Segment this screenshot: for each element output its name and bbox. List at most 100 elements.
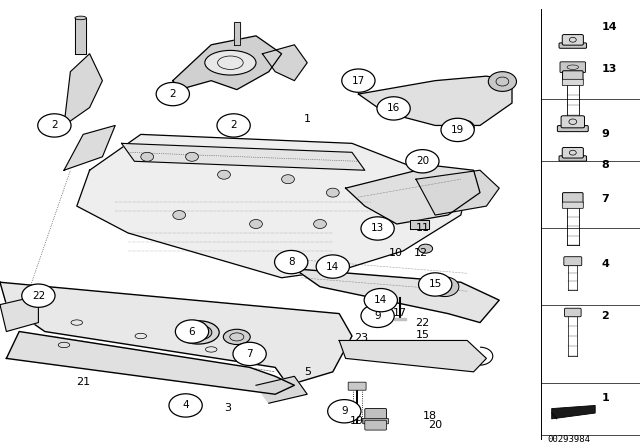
FancyBboxPatch shape [564,308,581,317]
FancyBboxPatch shape [563,147,584,158]
Polygon shape [339,340,486,372]
Circle shape [141,152,154,161]
Circle shape [173,211,186,220]
Text: 15: 15 [429,280,442,289]
Text: 14: 14 [602,22,617,32]
Text: 16: 16 [387,103,400,113]
Polygon shape [75,18,86,54]
Text: 21: 21 [76,377,90,387]
Circle shape [218,170,230,179]
Text: 19: 19 [451,125,464,135]
FancyBboxPatch shape [363,418,388,424]
Text: 7: 7 [602,194,609,204]
Text: 19: 19 [350,416,364,426]
Polygon shape [6,332,294,394]
Circle shape [361,217,394,240]
Text: 2: 2 [170,89,176,99]
Text: 1: 1 [602,393,609,403]
Text: 22: 22 [32,291,45,301]
Circle shape [326,188,339,197]
Text: 13: 13 [602,65,617,74]
Circle shape [431,277,459,297]
Polygon shape [64,54,102,125]
Text: 22: 22 [415,318,429,327]
FancyBboxPatch shape [559,156,587,161]
Text: 8: 8 [602,160,609,170]
FancyBboxPatch shape [365,420,387,430]
Text: 3: 3 [224,403,230,413]
Text: 23: 23 [355,333,369,343]
Text: 00293984: 00293984 [547,435,590,444]
Polygon shape [64,125,115,170]
Circle shape [441,118,474,142]
Circle shape [328,400,361,423]
Polygon shape [358,76,512,125]
Text: 13: 13 [371,224,384,233]
Circle shape [488,72,516,91]
Polygon shape [234,22,240,45]
Text: 5: 5 [304,367,310,377]
Polygon shape [77,134,467,278]
Ellipse shape [178,321,220,344]
Circle shape [361,304,394,327]
FancyBboxPatch shape [559,43,587,48]
Text: 8: 8 [288,257,294,267]
Text: 2: 2 [602,311,609,321]
FancyBboxPatch shape [557,125,588,132]
Text: 6: 6 [189,327,195,336]
Circle shape [282,175,294,184]
Text: 17: 17 [393,308,407,318]
Polygon shape [262,45,307,81]
FancyBboxPatch shape [563,193,583,203]
Ellipse shape [191,328,205,336]
Ellipse shape [419,244,433,253]
Circle shape [342,69,375,92]
Text: 14: 14 [374,295,387,305]
Text: 12: 12 [413,248,428,258]
Ellipse shape [205,51,256,75]
Circle shape [275,250,308,274]
Text: 10: 10 [388,248,403,258]
Text: 18: 18 [423,411,437,421]
Circle shape [22,284,55,307]
Text: 11: 11 [415,224,429,233]
Text: 15: 15 [415,330,429,340]
Text: 20: 20 [428,420,442,430]
FancyBboxPatch shape [348,382,366,390]
Circle shape [186,152,198,161]
Polygon shape [394,318,406,320]
Text: 1: 1 [304,114,310,124]
FancyBboxPatch shape [563,202,583,208]
FancyBboxPatch shape [563,34,584,45]
Polygon shape [294,269,499,323]
Text: 7: 7 [246,349,253,359]
Polygon shape [346,166,480,224]
Circle shape [250,220,262,228]
Circle shape [377,97,410,120]
Text: 14: 14 [326,262,339,271]
Text: 2: 2 [51,121,58,130]
Circle shape [406,150,439,173]
Ellipse shape [223,329,250,345]
Polygon shape [416,170,499,215]
Circle shape [454,120,474,134]
Text: 2: 2 [230,121,237,130]
Circle shape [169,394,202,417]
Circle shape [419,273,452,296]
FancyBboxPatch shape [560,62,586,73]
Text: 9: 9 [602,129,609,139]
Polygon shape [122,143,365,170]
Text: 4: 4 [182,401,189,410]
Ellipse shape [185,325,212,340]
Polygon shape [256,376,307,403]
Text: 17: 17 [352,76,365,86]
Text: 4: 4 [602,259,609,269]
Ellipse shape [75,16,86,20]
Polygon shape [0,282,352,385]
FancyBboxPatch shape [561,116,584,128]
Circle shape [217,114,250,137]
Polygon shape [173,36,282,90]
FancyBboxPatch shape [365,409,387,421]
Circle shape [316,255,349,278]
Circle shape [38,114,71,137]
